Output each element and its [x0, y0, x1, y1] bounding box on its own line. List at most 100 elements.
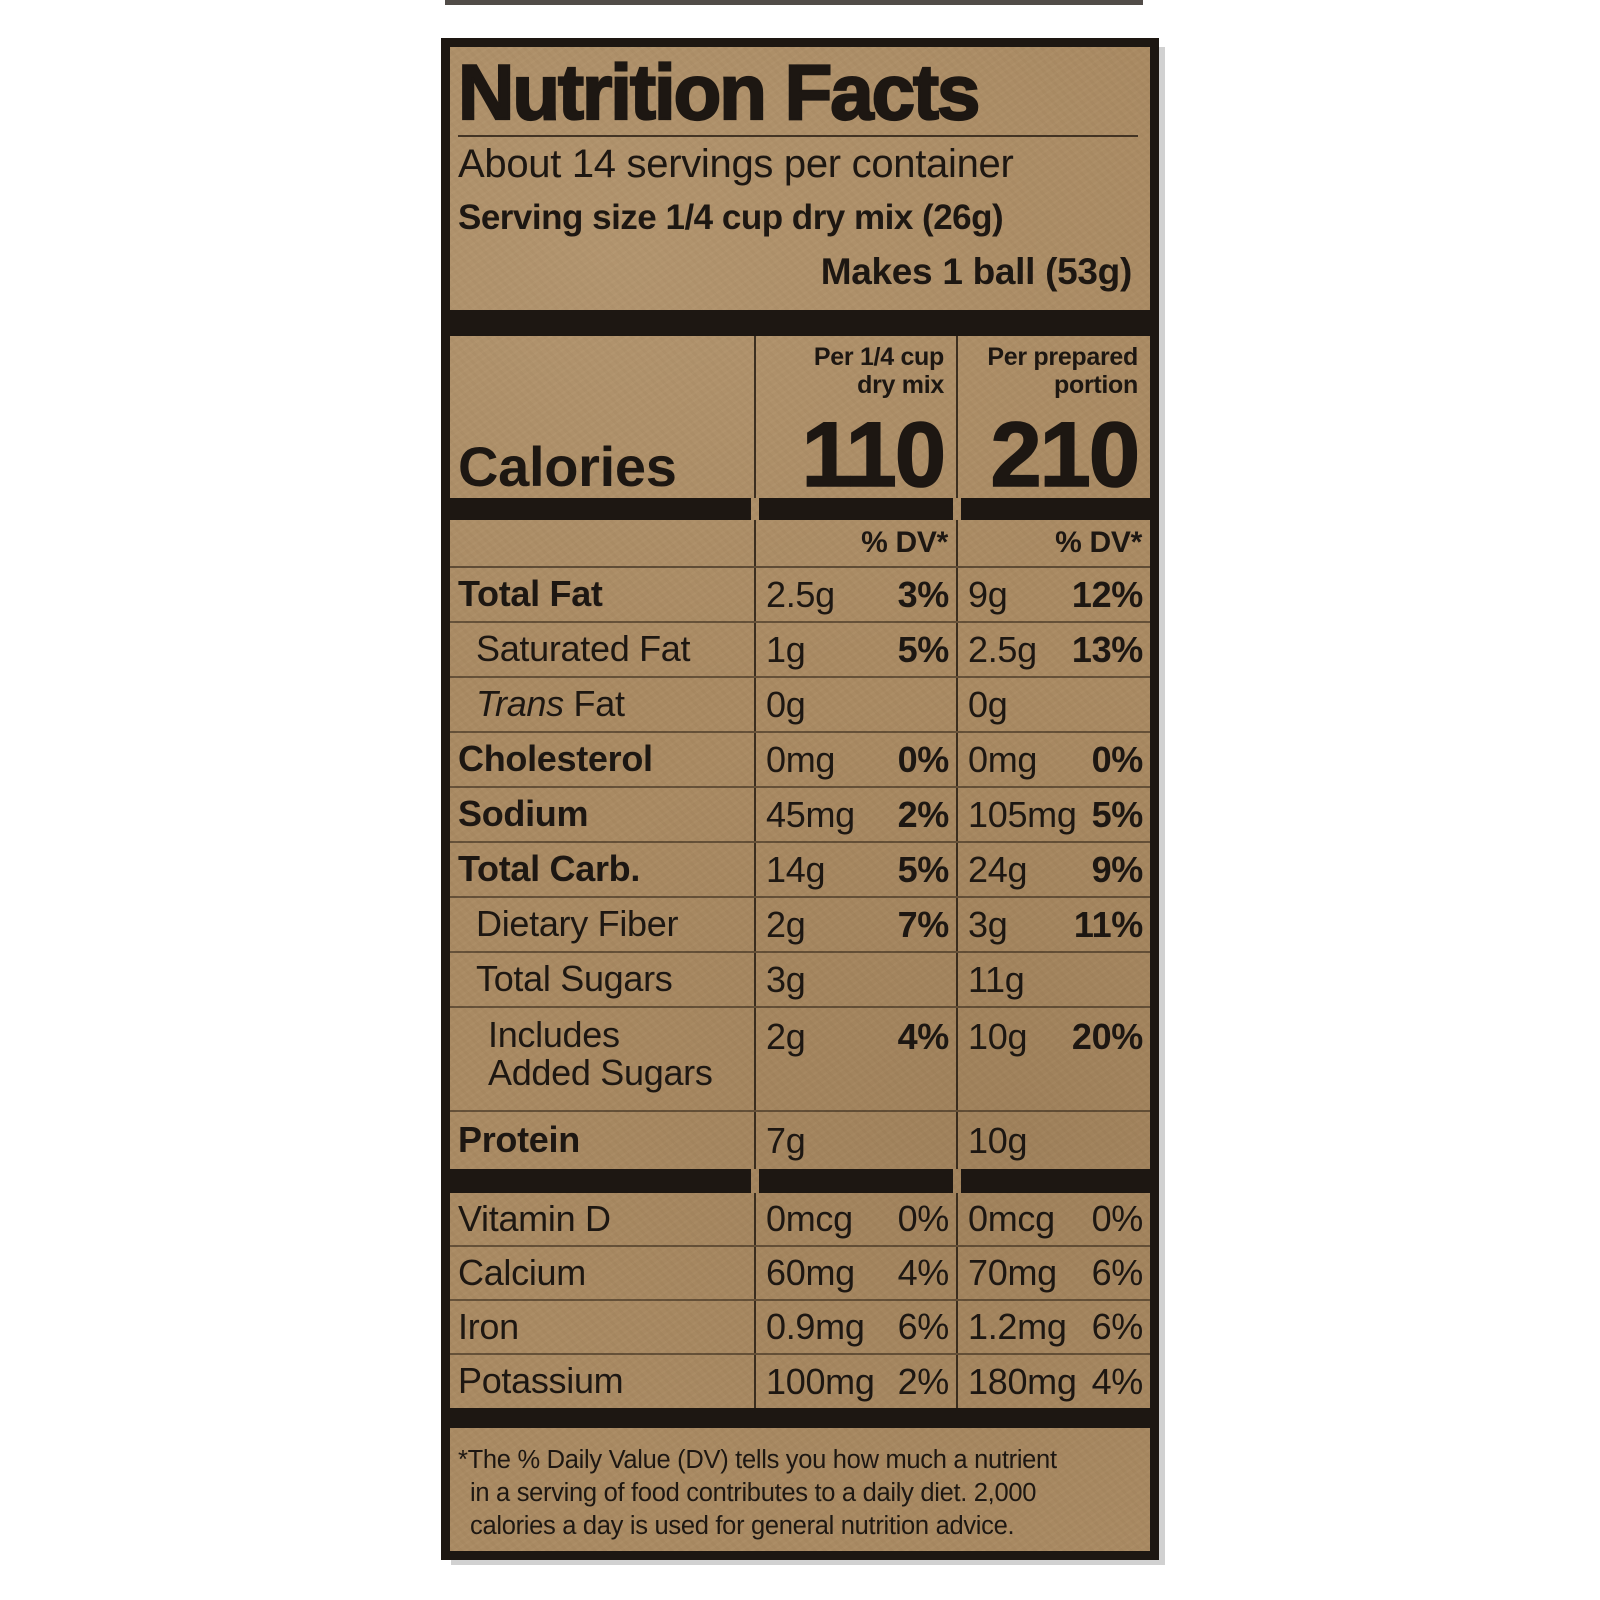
amount-dry-mix: 2g: [766, 903, 806, 945]
bar-segment: [754, 1169, 956, 1193]
nutrient-name: Fat: [563, 683, 625, 725]
calories-label: Calories: [458, 434, 677, 498]
calories-dry-mix-cell: Per 1/4 cup dry mix 110: [754, 336, 956, 507]
thick-divider-bar-bottom: [450, 1408, 1150, 1428]
amount-dry-mix: 0.9mg: [766, 1306, 865, 1347]
row-potassium: Potassium 100mg 2% 180mg 4%: [450, 1355, 1150, 1408]
nutrient-name: Calcium: [458, 1251, 586, 1293]
amount-prepared: 0mcg: [968, 1198, 1055, 1239]
daily-value-footnote: *The % Daily Value (DV) tells you how mu…: [450, 1428, 1150, 1543]
dv-dry-mix: 2%: [897, 793, 950, 835]
dv-prepared: 4%: [1091, 1360, 1144, 1402]
amount-dry-mix: 0g: [766, 683, 806, 725]
row-vitamin-d: Vitamin D 0mcg 0% 0mcg 0%: [450, 1193, 1150, 1247]
bar-segment: [450, 1169, 754, 1193]
amount-prepared: 70mg: [968, 1252, 1057, 1293]
amount-dry-mix: 7g: [766, 1119, 806, 1161]
row-calcium: Calcium 60mg 4% 70mg 6%: [450, 1247, 1150, 1301]
nutrition-facts-label: Nutrition Facts About 14 servings per co…: [441, 38, 1159, 1560]
calories-prepared-cell: Per prepared portion 210: [956, 336, 1150, 507]
nutrient-name: Dietary Fiber: [476, 903, 679, 945]
row-added-sugars: Includes Added Sugars 2g 4% 10g 20%: [450, 1008, 1150, 1112]
dv-prepared: 12%: [1071, 573, 1143, 615]
amount-prepared: 9g: [968, 573, 1008, 615]
header-spacer: [458, 299, 1140, 310]
dv-dry-mix: 4%: [897, 1016, 950, 1057]
row-dietary-fiber: Dietary Fiber 2g 7% 3g 11%: [450, 898, 1150, 953]
footnote-line: calories a day is used for general nutri…: [470, 1512, 1015, 1540]
nutrient-name: Total Sugars: [476, 958, 673, 1000]
row-sodium: Sodium 45mg 2% 105mg 5%: [450, 788, 1150, 843]
title-divider: [458, 135, 1138, 137]
label-header: Nutrition Facts About 14 servings per co…: [450, 47, 1150, 310]
calories-cell: Calories: [450, 336, 754, 498]
footnote-line: *The % Daily Value (DV) tells you how mu…: [458, 1446, 1057, 1474]
nutrient-name-italic: Trans: [476, 683, 564, 725]
column-header-dry-mix-line1: Per 1/4 cup: [813, 343, 944, 371]
dv-prepared: 6%: [1091, 1306, 1144, 1347]
row-total-carb: Total Carb. 14g 5% 24g 9%: [450, 843, 1150, 898]
segmented-divider-bar: [450, 1169, 1150, 1193]
dv-dry-mix: 5%: [897, 848, 950, 890]
row-total-fat: Total Fat 2.5g 3% 9g 12%: [450, 568, 1150, 623]
nutrient-name: Total Carb.: [458, 848, 641, 890]
bar-segment: [450, 498, 754, 520]
dv-prepared: 6%: [1091, 1252, 1144, 1293]
dv-prepared: 11%: [1073, 903, 1143, 945]
nutrient-name: Iron: [458, 1305, 519, 1347]
amount-prepared: 105mg: [968, 793, 1077, 835]
amount-dry-mix: 2g: [766, 1016, 806, 1057]
dv-prepared: 0%: [1091, 738, 1144, 780]
amount-prepared: 10g: [968, 1119, 1028, 1161]
amount-dry-mix: 0mcg: [766, 1198, 853, 1239]
amount-dry-mix: 3g: [766, 958, 806, 1000]
servings-per-container: About 14 servings per container: [458, 142, 1014, 186]
bar-segment: [956, 1169, 1150, 1193]
row-trans-fat: Trans Fat 0g 0g: [450, 678, 1150, 733]
dv-dry-mix: 3%: [897, 573, 950, 615]
dv-header-dry-mix: % DV*: [754, 520, 956, 566]
amount-prepared: 0mg: [968, 738, 1038, 780]
amount-dry-mix: 14g: [766, 848, 826, 890]
nutrient-name: Sodium: [458, 793, 589, 835]
bar-segment: [956, 498, 1150, 520]
dv-prepared: 13%: [1071, 628, 1143, 670]
amount-prepared: 180mg: [968, 1360, 1077, 1402]
column-header-prepared-line2: portion: [1054, 370, 1138, 399]
dv-dry-mix: 2%: [897, 1360, 950, 1402]
segmented-divider-bar: [450, 498, 1150, 520]
amount-dry-mix: 45mg: [766, 793, 855, 835]
dv-header-prepared: % DV*: [956, 520, 1150, 566]
amount-dry-mix: 60mg: [766, 1252, 855, 1293]
serving-makes: Makes 1 ball (53g): [820, 250, 1133, 292]
footnote-line: in a serving of food contributes to a da…: [470, 1479, 1037, 1507]
dv-dry-mix: 0%: [897, 738, 950, 780]
amount-dry-mix: 100mg: [766, 1360, 875, 1402]
serving-size: Serving size 1/4 cup dry mix (26g): [458, 198, 1004, 237]
thick-divider-bar-top: [450, 310, 1150, 336]
amount-prepared: 3g: [968, 903, 1008, 945]
nutrient-name: Cholesterol: [458, 738, 653, 780]
amount-prepared: 24g: [968, 848, 1028, 890]
nutrient-name: Protein: [458, 1119, 580, 1161]
bar-segment: [754, 498, 956, 520]
row-protein: Protein 7g 10g: [450, 1112, 1150, 1169]
calories-value-prepared: 210: [990, 404, 1141, 507]
amount-prepared: 0g: [968, 683, 1008, 725]
scan-artifact-line: [445, 0, 1143, 5]
dv-prepared: 9%: [1091, 848, 1144, 890]
amount-prepared: 11g: [968, 958, 1025, 1000]
column-header-prepared-line1: Per prepared: [987, 343, 1138, 371]
dv-dry-mix: 5%: [897, 628, 950, 670]
row-cholesterol: Cholesterol 0mg 0% 0mg 0%: [450, 733, 1150, 788]
dv-dry-mix: 0%: [897, 1198, 950, 1239]
dv-prepared: 20%: [1071, 1016, 1143, 1057]
row-saturated-fat: Saturated Fat 1g 5% 2.5g 13%: [450, 623, 1150, 678]
daily-value-header-row: % DV* % DV*: [450, 520, 1150, 568]
column-header-dry-mix-line2: dry mix: [857, 370, 944, 399]
nutrient-name-line1: Includes: [488, 1014, 620, 1055]
dv-prepared: 5%: [1091, 793, 1144, 835]
amount-prepared: 10g: [968, 1016, 1028, 1057]
calories-value-dry-mix: 110: [801, 404, 947, 507]
